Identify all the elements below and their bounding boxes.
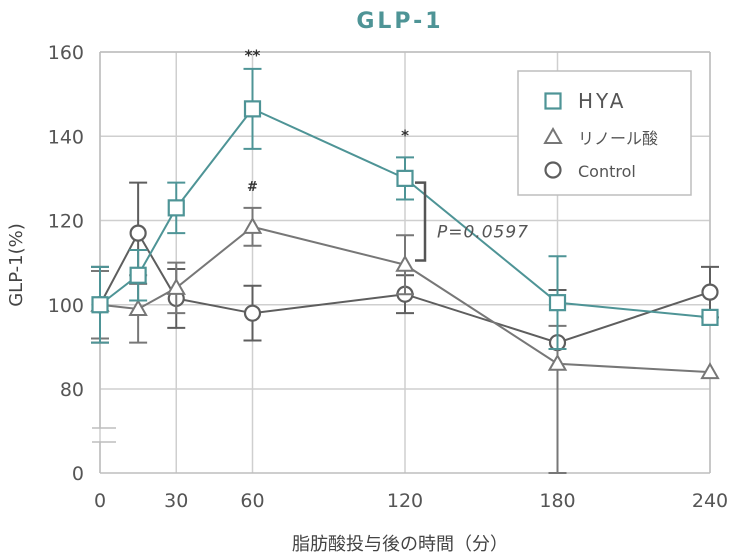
data-point bbox=[91, 296, 109, 314]
p-value-bracket bbox=[415, 181, 427, 262]
x-tick-label: 240 bbox=[692, 490, 728, 512]
series-layer bbox=[90, 67, 720, 474]
y-tick-label: 140 bbox=[48, 126, 84, 148]
y-tick-label: 100 bbox=[48, 295, 84, 317]
data-point bbox=[167, 199, 185, 217]
tick-labels: 0 80 100 120 140 160 0 30 60 120 180 240 bbox=[48, 42, 728, 512]
data-point bbox=[548, 294, 567, 312]
data-point bbox=[243, 100, 262, 118]
data-point bbox=[396, 169, 414, 187]
series-square bbox=[91, 67, 719, 350]
data-point bbox=[701, 283, 719, 301]
legend-label: HYA bbox=[578, 89, 626, 113]
chart-title: GLP-1 bbox=[356, 9, 443, 34]
x-axis-title: 脂肪酸投与後の時間（分） bbox=[292, 534, 508, 555]
significance-mark: # bbox=[247, 180, 258, 195]
legend-label: リノール酸 bbox=[578, 129, 658, 148]
data-point bbox=[395, 254, 415, 272]
data-point bbox=[243, 304, 262, 322]
significance-mark: ** bbox=[245, 46, 261, 64]
y-axis-title: GLP-1(%) bbox=[6, 223, 27, 307]
y-tick-label: 120 bbox=[48, 211, 84, 233]
y-tick-label: 80 bbox=[60, 379, 84, 401]
data-point bbox=[166, 277, 186, 295]
data-point bbox=[547, 353, 568, 371]
data-point bbox=[242, 216, 263, 234]
legend-marker bbox=[543, 126, 563, 144]
x-tick-label: 60 bbox=[240, 490, 264, 512]
p-value-label: P=0.0597 bbox=[437, 222, 529, 242]
data-point bbox=[129, 224, 147, 242]
data-point bbox=[128, 298, 148, 316]
x-tick-label: 0 bbox=[94, 490, 106, 512]
y-tick-label: 160 bbox=[48, 42, 84, 64]
data-point bbox=[129, 266, 147, 284]
data-point bbox=[701, 308, 719, 326]
x-tick-label: 30 bbox=[164, 490, 188, 512]
legend: HYA リノール酸 Control bbox=[517, 70, 692, 196]
legend-marker bbox=[544, 161, 562, 179]
legend-label: Control bbox=[578, 162, 636, 181]
data-point bbox=[700, 362, 720, 380]
x-tick-label: 120 bbox=[387, 490, 423, 512]
x-tick-label: 180 bbox=[539, 490, 575, 512]
axes bbox=[92, 51, 711, 474]
significance-mark: * bbox=[401, 126, 409, 144]
y-tick-label: 0 bbox=[72, 463, 84, 485]
annotation-layer: ** # * P=0.0597 bbox=[245, 46, 529, 262]
legend-marker bbox=[544, 92, 562, 110]
